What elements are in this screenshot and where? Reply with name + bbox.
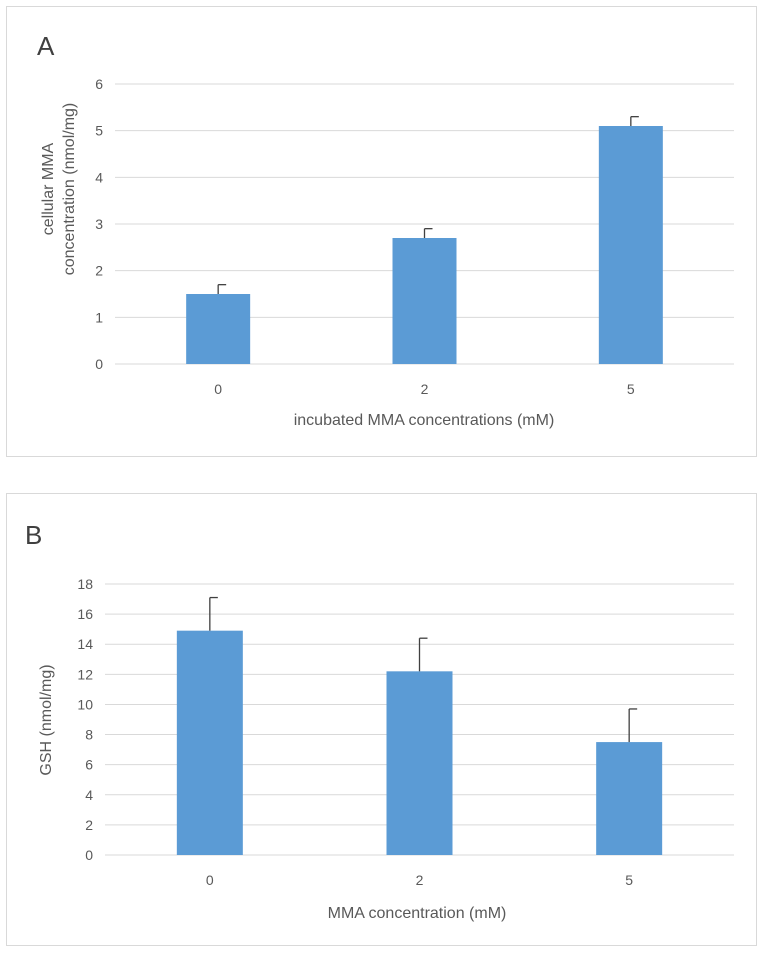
x-tick-label: 0	[214, 381, 222, 397]
y-tick-label: 0	[95, 356, 103, 372]
bars-a	[186, 116, 663, 364]
panel-label-a: A	[37, 31, 55, 61]
y-tick-label: 6	[95, 76, 103, 92]
bar	[598, 126, 663, 364]
y-axis-title-a-line-2: concentration (nmol/mg)	[61, 103, 78, 276]
y-axis-title-a-line-1: cellular MMA	[40, 142, 57, 235]
y-tick-label: 2	[85, 817, 93, 833]
y-tick-label: 12	[77, 666, 93, 682]
y-tick-label: 2	[95, 263, 103, 279]
bars-b	[176, 596, 663, 855]
x-tick-label: 2	[416, 872, 424, 888]
bar	[186, 294, 251, 364]
chart-panel-b: B 0 2 4 6 8 10 12 14 16 18 0 2 5 MMA concentration …	[6, 493, 757, 946]
y-tick-label: 0	[85, 847, 93, 863]
x-axis-title-a: incubated MMA concentrations (mM)	[294, 412, 555, 429]
bar	[596, 742, 663, 855]
y-tick-labels-a: 0 1 2 3 4 5 6	[95, 76, 103, 372]
x-tick-label: 5	[625, 872, 633, 888]
y-tick-label: 16	[77, 606, 93, 622]
x-axis-title-b: MMA concentration (mM)	[328, 905, 507, 922]
y-axis-title-b: GSH (nmol/mg)	[38, 664, 55, 775]
bar	[392, 238, 457, 364]
y-tick-label: 1	[95, 309, 103, 325]
chart-panel-a: A 0 1 2 3 4 5 6 0 2 5 incubated MMA concentratio…	[6, 6, 757, 457]
x-tick-labels-b: 0 2 5	[206, 872, 633, 888]
x-tick-label: 0	[206, 872, 214, 888]
y-tick-label: 4	[95, 169, 103, 185]
x-tick-label: 5	[627, 381, 635, 397]
x-tick-labels-a: 0 2 5	[214, 381, 635, 397]
x-tick-label: 2	[421, 381, 429, 397]
y-tick-label: 3	[95, 216, 103, 232]
bar	[386, 671, 453, 855]
y-tick-label: 18	[77, 576, 93, 592]
y-tick-labels-b: 0 2 4 6 8 10 12 14 16 18	[77, 576, 93, 863]
y-tick-label: 14	[77, 636, 93, 652]
chart-b-svg: B 0 2 4 6 8 10 12 14 16 18 0 2 5 MMA concentration …	[25, 520, 734, 922]
y-tick-label: 8	[85, 727, 93, 743]
y-tick-label: 6	[85, 757, 93, 773]
bar	[176, 630, 243, 855]
y-tick-label: 4	[85, 787, 93, 803]
chart-a-svg: A 0 1 2 3 4 5 6 0 2 5 incubated MMA concentratio…	[37, 31, 734, 429]
y-tick-label: 10	[77, 696, 93, 712]
y-tick-label: 5	[95, 123, 103, 139]
panel-label-b: B	[25, 520, 42, 550]
